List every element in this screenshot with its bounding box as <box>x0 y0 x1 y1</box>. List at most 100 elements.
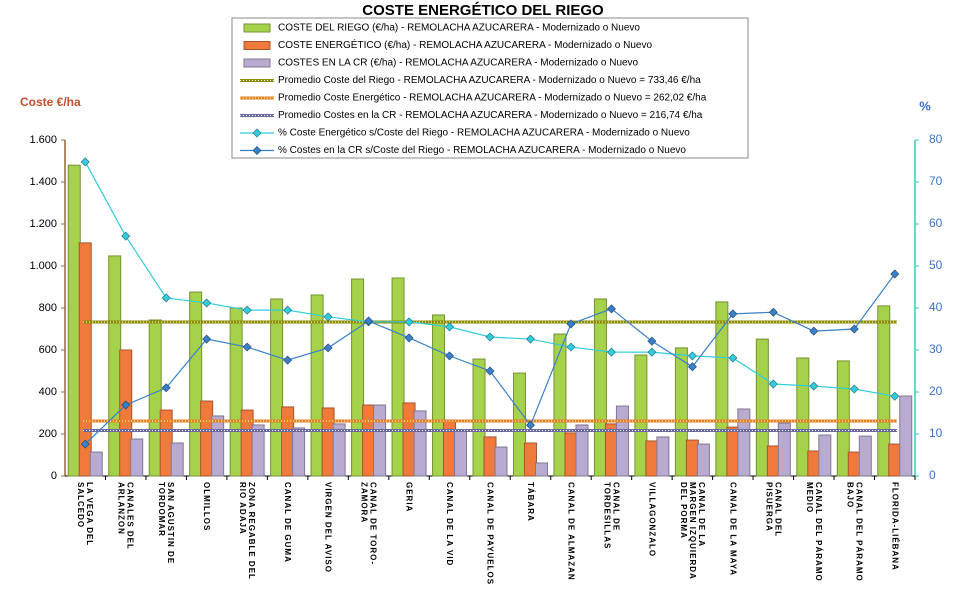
line-marker <box>121 400 131 410</box>
line-marker <box>283 305 293 315</box>
line-marker <box>525 334 535 344</box>
line-marker <box>647 336 657 346</box>
bar <box>391 277 405 477</box>
x-tick-label: CANAL DEL PÁRAMO MEDIO <box>804 482 823 582</box>
y2-tick-label: 60 <box>929 216 943 230</box>
x-tick-label: CANALES DEL ARLANZON <box>116 482 135 550</box>
bar <box>807 450 821 477</box>
y2-tick-label: 30 <box>929 342 943 356</box>
x-tick-label: CANAL DE LA VID <box>445 482 455 567</box>
chart-title: COSTE ENERGÉTICO DEL RIEGO <box>362 2 604 19</box>
line-marker <box>606 347 616 357</box>
bar <box>512 372 526 477</box>
legend-label: COSTE ENERGÉTICO (€/ha) - REMOLACHA AZUC… <box>278 38 652 51</box>
bar <box>472 358 486 477</box>
x-tick-label: ZONA REGABLE DEL RIO ADAJA <box>238 482 257 580</box>
x-tick-label: CANAL DE ALMAZAN <box>566 482 576 581</box>
legend-label: % Coste Energético s/Coste del Riego - R… <box>278 128 690 139</box>
line-marker <box>80 439 90 449</box>
legend-swatch <box>243 41 271 50</box>
line-marker <box>323 343 333 353</box>
line-marker <box>566 342 576 352</box>
line-marker <box>849 384 859 394</box>
bar <box>432 314 446 477</box>
x-tick-label: CANAL DE PAYUELOS <box>485 482 495 586</box>
y-tick-label: 1.600 <box>29 134 57 146</box>
x-tick-label: VIRGEN DEL AVISO <box>323 482 333 573</box>
bar <box>373 404 387 477</box>
bar <box>564 432 578 477</box>
bar <box>454 429 468 477</box>
bar <box>899 395 913 477</box>
legend-marker <box>252 146 262 155</box>
bar <box>351 278 365 477</box>
legend-label: Promedio Coste del Riego - REMOLACHA AZU… <box>278 75 701 86</box>
bar <box>148 319 162 477</box>
line-marker <box>890 269 900 279</box>
bar <box>443 419 457 477</box>
bar <box>270 298 284 477</box>
bar <box>877 305 891 477</box>
line-marker <box>728 309 738 319</box>
bar <box>737 408 751 477</box>
y-tick-label: 600 <box>39 344 57 356</box>
x-tick-label: LA VEGA DEL SALCEDO <box>76 482 95 547</box>
line-marker <box>687 362 697 372</box>
line-marker <box>364 316 374 326</box>
line-marker <box>849 324 859 334</box>
bar <box>211 415 225 477</box>
bar <box>67 164 81 477</box>
line-marker <box>809 326 819 336</box>
bar <box>78 242 92 477</box>
line-marker <box>809 381 819 391</box>
y2-tick-label: 40 <box>929 300 943 314</box>
bar <box>281 406 295 477</box>
y-tick-label: 1.200 <box>29 218 57 230</box>
bar <box>402 402 416 477</box>
bar <box>332 423 346 477</box>
line-marker <box>202 298 212 308</box>
y2-tick-label: 50 <box>929 258 943 272</box>
bar <box>534 462 548 477</box>
bar <box>292 427 306 477</box>
y-tick-label: 400 <box>39 386 57 398</box>
x-tick-label: FLORIDA-LIÉBANA <box>890 482 900 571</box>
x-tick-label: TÁBARA <box>525 482 535 522</box>
bar <box>130 438 144 477</box>
x-tick-label: CANAL DE TORO-ZAMORA <box>359 482 378 566</box>
line-marker <box>728 353 738 363</box>
bar <box>818 434 832 477</box>
x-tick-label: CANAL DE TORDESILLAS <box>602 482 621 550</box>
y2-tick-label: 80 <box>929 132 943 146</box>
y-tick-label: 800 <box>39 302 57 314</box>
line-marker <box>485 366 495 376</box>
line <box>84 161 895 397</box>
x-tick-label: OLMILLOS <box>202 482 212 532</box>
bar <box>836 360 850 477</box>
bar <box>715 301 729 477</box>
bar <box>777 422 791 477</box>
bar <box>170 442 184 477</box>
line-marker <box>80 157 90 167</box>
legend-box <box>231 17 749 159</box>
bar <box>593 298 607 477</box>
legend-swatch <box>243 23 271 33</box>
line-marker <box>566 319 576 329</box>
bar <box>656 436 670 477</box>
bar <box>413 410 427 477</box>
x-tick-label: GERIA <box>404 482 414 513</box>
line-marker <box>404 333 414 343</box>
bar <box>615 405 629 477</box>
x-tick-label: CANAL DEL PÁRAMO BAJO <box>845 482 864 582</box>
y-tick-label: 1.400 <box>29 176 57 188</box>
x-tick-label: SAN AGUSTIN DE TORDOMAR <box>157 482 176 565</box>
bar <box>796 357 810 477</box>
x-tick-label: VILLAGONZALO <box>647 482 657 558</box>
bar <box>726 426 740 477</box>
line-marker <box>161 383 171 393</box>
y-tick-label: 200 <box>39 428 57 440</box>
line-marker <box>445 322 455 332</box>
bar <box>685 439 699 477</box>
